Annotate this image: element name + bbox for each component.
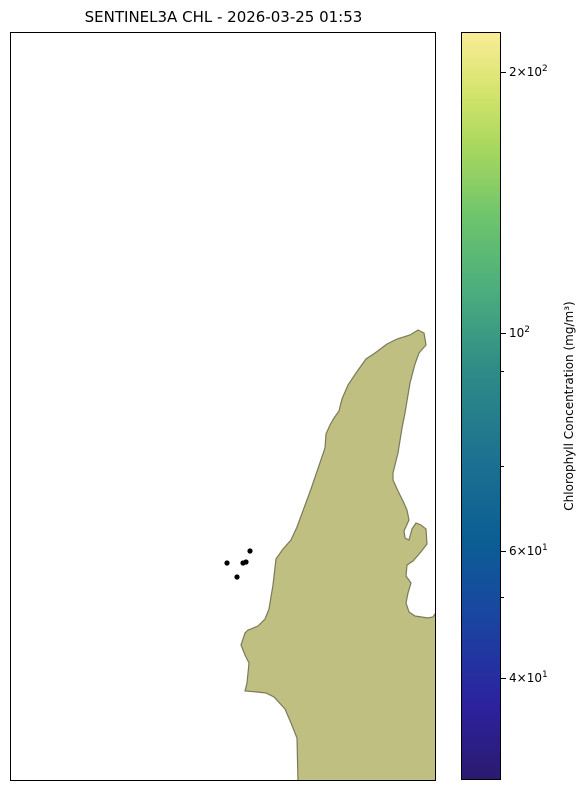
observation-point — [247, 548, 253, 554]
colorbar-tick-label: 4×101 — [509, 670, 548, 686]
map-panel — [10, 32, 436, 781]
observation-point — [224, 560, 230, 566]
colorbar-tick — [501, 333, 506, 334]
colorbar-minor-tick — [501, 371, 504, 372]
colorbar-gradient — [462, 33, 500, 779]
land-mass — [240, 329, 435, 780]
colorbar-label: Chlorophyll Concentration (mg/m³) — [562, 301, 576, 511]
map-title: SENTINEL3A CHL - 2026-03-25 01:53 — [84, 8, 363, 26]
colorbar-tick-label: 102 — [509, 325, 531, 341]
observation-point — [234, 574, 240, 580]
map-canvas — [224, 329, 435, 780]
observation-points — [224, 548, 253, 580]
colorbar-tick — [501, 551, 506, 552]
colorbar-tick — [501, 72, 506, 73]
colorbar — [461, 32, 501, 780]
colorbar-tick-label: 2×102 — [509, 64, 548, 80]
observation-point — [243, 559, 249, 565]
colorbar-minor-tick — [501, 597, 504, 598]
colorbar-minor-tick — [501, 466, 504, 467]
colorbar-tick-label: 6×101 — [509, 543, 548, 559]
colorbar-tick — [501, 678, 506, 679]
